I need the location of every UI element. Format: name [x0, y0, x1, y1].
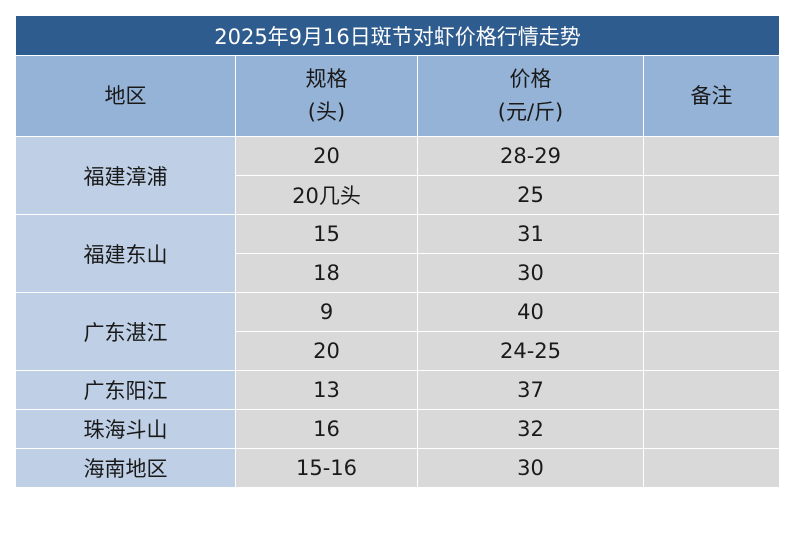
spec-cell: 13 — [236, 370, 418, 409]
region-cell: 福建漳浦 — [16, 136, 236, 214]
price-cell: 28-29 — [418, 136, 644, 175]
price-cell: 24-25 — [418, 331, 644, 370]
region-cell: 珠海斗山 — [16, 409, 236, 448]
note-cell — [644, 292, 779, 331]
note-cell — [644, 370, 779, 409]
note-cell — [644, 136, 779, 175]
note-cell — [644, 331, 779, 370]
region-cell: 福建东山 — [16, 214, 236, 292]
price-cell: 40 — [418, 292, 644, 331]
price-cell: 31 — [418, 214, 644, 253]
price-cell: 37 — [418, 370, 644, 409]
spec-cell: 16 — [236, 409, 418, 448]
price-cell: 30 — [418, 253, 644, 292]
note-cell — [644, 409, 779, 448]
table-header: 地区 规格 (头) 价格 (元/斤) 备注 — [16, 56, 779, 136]
header-spec: 规格 (头) — [236, 56, 418, 136]
note-cell — [644, 175, 779, 214]
spec-cell: 9 — [236, 292, 418, 331]
note-cell — [644, 448, 779, 487]
header-region: 地区 — [16, 56, 236, 136]
price-cell: 32 — [418, 409, 644, 448]
header-price: 价格 (元/斤) — [418, 56, 644, 136]
table-title: 2025年9月16日斑节对虾价格行情走势 — [16, 16, 779, 56]
note-cell — [644, 214, 779, 253]
price-cell: 25 — [418, 175, 644, 214]
spec-cell: 18 — [236, 253, 418, 292]
spec-cell: 20几头 — [236, 175, 418, 214]
price-table: 2025年9月16日斑节对虾价格行情走势 地区 规格 (头) 价格 (元/斤) … — [16, 16, 779, 487]
spec-cell: 15-16 — [236, 448, 418, 487]
region-cell: 海南地区 — [16, 448, 236, 487]
spec-cell: 20 — [236, 136, 418, 175]
note-cell — [644, 253, 779, 292]
region-cell: 广东湛江 — [16, 292, 236, 370]
header-note: 备注 — [644, 56, 779, 136]
spec-cell: 20 — [236, 331, 418, 370]
price-cell: 30 — [418, 448, 644, 487]
region-cell: 广东阳江 — [16, 370, 236, 409]
spec-cell: 15 — [236, 214, 418, 253]
table-body: 福建漳浦 20 28-29 20几头 25 福建东山 15 31 18 30 广… — [16, 136, 779, 487]
